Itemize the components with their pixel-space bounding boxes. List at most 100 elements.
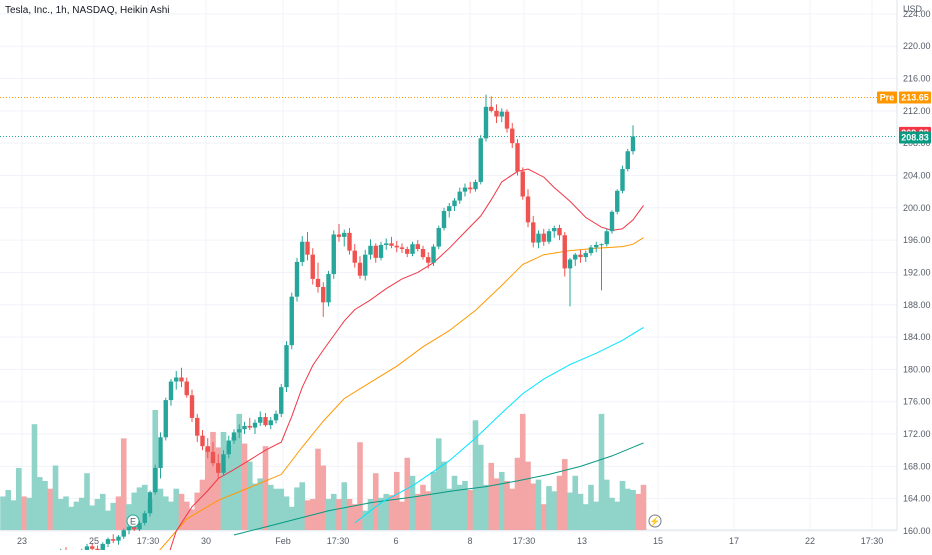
volume-bar: [115, 496, 122, 530]
candle-body: [221, 454, 226, 473]
volume-bar: [414, 493, 421, 530]
candle-body: [231, 432, 237, 441]
volume-bar: [593, 501, 600, 530]
candle-body: [531, 222, 536, 243]
volume-bar: [393, 471, 400, 530]
ma-red-line: [167, 168, 644, 555]
volume-bar: [446, 488, 453, 530]
candle-body: [263, 417, 268, 426]
chart-title: Tesla, Inc., 1h, NASDAQ, Heikin Ashi: [5, 5, 170, 16]
volume-bar: [278, 488, 285, 530]
volume-bar: [567, 492, 573, 530]
candle-body: [147, 492, 153, 514]
candle-body: [557, 228, 562, 236]
candle-body: [399, 247, 405, 250]
x-tick-label: Feb: [275, 536, 291, 546]
candle-body: [205, 446, 210, 452]
volume-bar: [577, 493, 584, 530]
volume-bar: [519, 413, 526, 530]
candle-body: [268, 420, 273, 426]
volume-bar: [504, 480, 510, 530]
volume-bar: [320, 465, 327, 530]
candle-body: [447, 206, 452, 212]
volume-bar: [220, 431, 227, 530]
candle-body: [457, 191, 462, 201]
candle-body: [567, 259, 573, 269]
candle-body: [226, 440, 231, 455]
event-markers: E ⚡: [126, 514, 662, 528]
volume-bar: [609, 497, 615, 530]
volume-bar: [388, 495, 395, 530]
y-tick-label: 168.00: [903, 461, 931, 471]
volume-bar: [530, 483, 537, 530]
volume-bar: [283, 496, 290, 530]
candle-body: [573, 254, 578, 260]
volume-bar: [435, 438, 442, 530]
earnings-marker: [126, 514, 140, 528]
volume-bar: [630, 490, 636, 530]
volume-bar: [509, 488, 516, 530]
candle-body: [132, 526, 137, 530]
ma-cyan-line: [354, 326, 644, 524]
volume-bar: [336, 499, 342, 530]
volume-bar: [21, 496, 27, 530]
candle-body: [289, 296, 294, 346]
volume-bar: [535, 479, 542, 530]
volume-bar: [294, 487, 300, 530]
volume-bar: [199, 479, 206, 530]
dividend-marker-label: ⚡: [649, 516, 660, 528]
volume-bar: [5, 490, 12, 530]
volume-bar: [514, 457, 521, 530]
volume-bar: [483, 484, 489, 530]
candle-body: [562, 235, 567, 269]
candle-body: [90, 546, 95, 549]
volume-bar: [640, 484, 647, 530]
reference-lines: [0, 97, 897, 137]
candle-body: [541, 233, 546, 242]
y-tick-label: 172.00: [903, 429, 931, 439]
candle-body: [216, 463, 221, 473]
volume-bar: [635, 493, 642, 530]
candle-body: [363, 254, 368, 276]
volume-bar: [52, 465, 59, 530]
y-tick-label: 188.00: [903, 300, 931, 310]
volume-bar: [561, 459, 568, 530]
volume-bar: [624, 488, 631, 530]
candles: [28, 94, 636, 555]
candle-body: [279, 387, 284, 414]
volume-bar: [105, 510, 111, 530]
x-axis: 23 25 17:30 30 Feb 17:30 6 8 17:30 13 15 17 22 17:30: [17, 536, 883, 546]
volume-bar: [78, 497, 85, 530]
pre-label-bg: [877, 91, 897, 104]
volume-bar: [488, 462, 495, 530]
candle-body: [478, 138, 483, 182]
candle-body: [588, 247, 594, 254]
volume-bar: [63, 496, 69, 530]
volume-bar: [57, 499, 64, 530]
green-value-bg: [899, 131, 931, 144]
volume-bar: [31, 424, 38, 530]
volume-bar: [582, 504, 589, 530]
volume-bar: [367, 499, 374, 530]
volume-bar: [603, 479, 610, 530]
y-tick-label: 212.00: [903, 106, 931, 116]
volume-bar: [26, 497, 33, 530]
candle-body: [121, 530, 126, 537]
candle-body: [184, 381, 189, 396]
candle-body: [247, 425, 252, 428]
candle-body: [321, 286, 326, 303]
candle-body: [252, 422, 258, 428]
volume-bar: [330, 493, 337, 530]
volume-bar: [493, 478, 500, 530]
y-tick-label: 220.00: [903, 41, 931, 51]
x-tick-label: 23: [17, 536, 27, 546]
x-tick-label: 13: [577, 536, 587, 546]
candle-body: [336, 234, 342, 237]
x-tick-label: 15: [653, 536, 663, 546]
candle-body: [599, 244, 604, 246]
x-tick-label: 17: [729, 536, 739, 546]
candle-body: [100, 543, 105, 552]
dividend-marker: [648, 514, 662, 528]
y-tick-label: 176.00: [903, 397, 931, 407]
